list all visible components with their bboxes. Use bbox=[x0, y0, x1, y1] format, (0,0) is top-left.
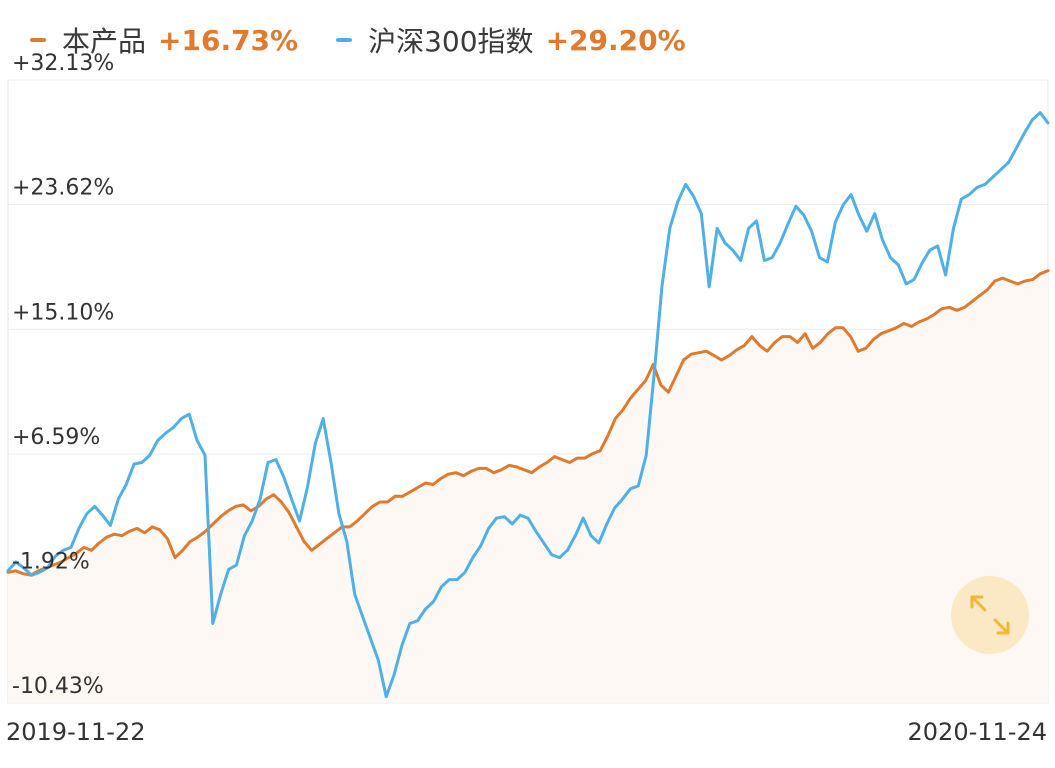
legend-item-product[interactable]: 本产品 +16.73% bbox=[30, 20, 298, 60]
y-tick-label: +6.59% bbox=[12, 425, 100, 450]
series-line-0 bbox=[6, 269, 1050, 577]
series-line-1 bbox=[6, 111, 1050, 699]
series-area-0 bbox=[8, 270, 1048, 703]
x-tick-start: 2019-11-22 bbox=[6, 718, 146, 746]
chart-legend: 本产品 +16.73% 沪深300指数 +29.20% bbox=[30, 18, 724, 62]
y-tick-label: -10.43% bbox=[12, 674, 104, 699]
y-tick-label: +32.13% bbox=[12, 51, 114, 76]
legend-dash-index bbox=[336, 38, 353, 42]
legend-dash-product bbox=[30, 38, 46, 42]
line-layer bbox=[6, 111, 1050, 699]
area-layer bbox=[8, 270, 1048, 703]
y-tick-label: +23.62% bbox=[12, 176, 114, 201]
x-tick-end: 2020-11-24 bbox=[907, 718, 1047, 746]
expand-arrows-icon bbox=[970, 595, 1010, 635]
y-tick-label: +15.10% bbox=[12, 300, 114, 325]
expand-button[interactable] bbox=[951, 576, 1029, 654]
legend-value-index: +29.20% bbox=[545, 23, 686, 57]
legend-item-index[interactable]: 沪深300指数 +29.20% bbox=[336, 20, 686, 60]
tick-layer: +32.13% +23.62% +15.10% +6.59% -1.92% -10.43% bbox=[12, 51, 114, 699]
legend-name-index: 沪深300指数 bbox=[368, 25, 534, 58]
legend-value-product: +16.73% bbox=[158, 23, 299, 57]
y-tick-label: -1.92% bbox=[12, 549, 90, 574]
legend-name-product: 本产品 bbox=[62, 25, 147, 58]
